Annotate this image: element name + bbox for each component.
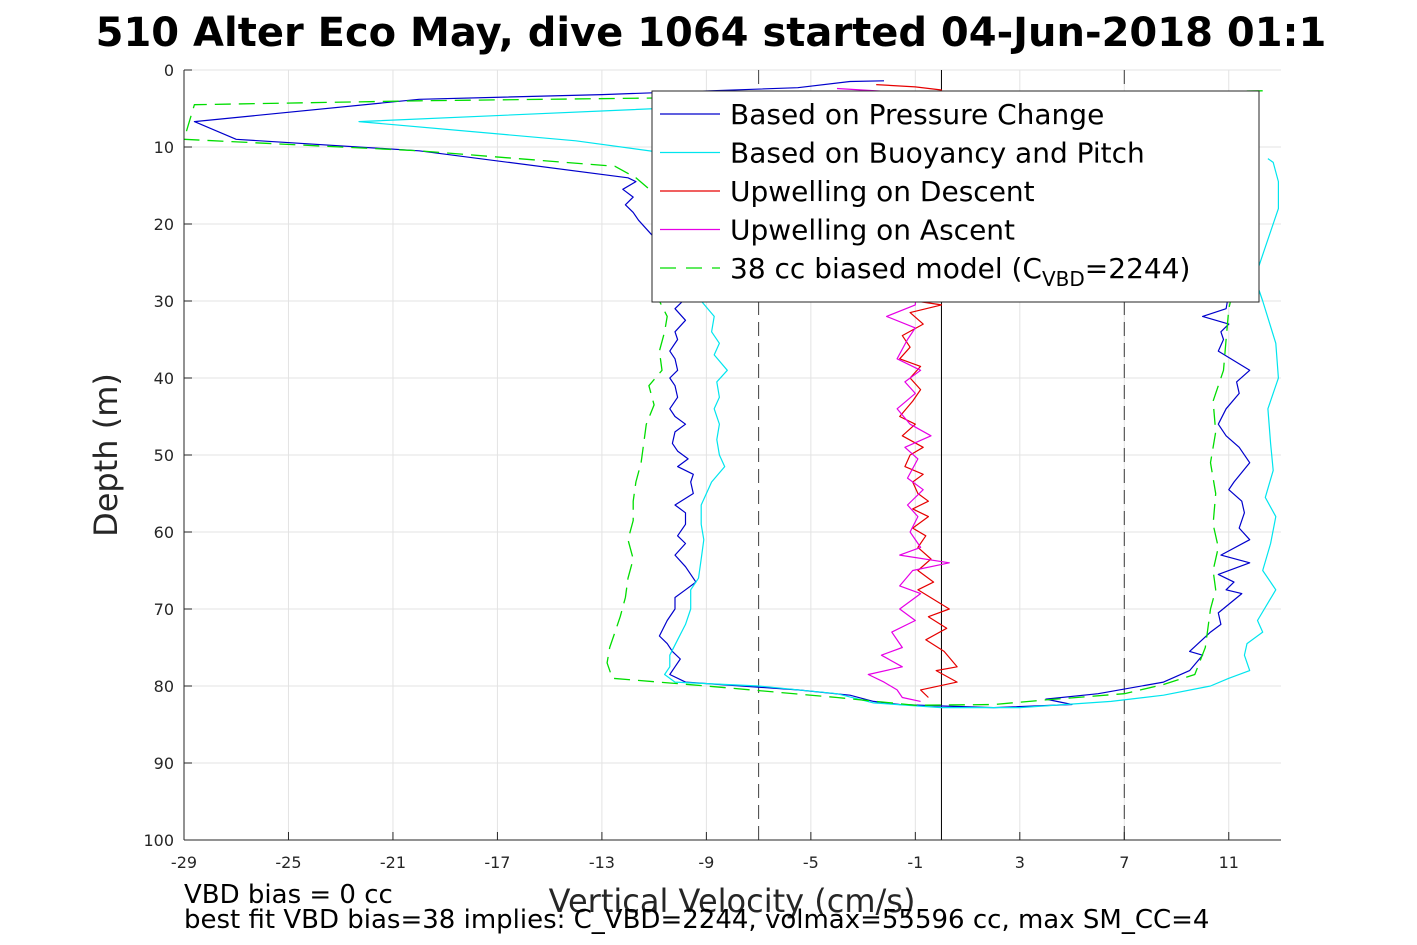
x-tick-label: -9 xyxy=(698,853,714,872)
x-tick-label: 11 xyxy=(1219,853,1239,872)
series-line-4 xyxy=(836,87,950,702)
legend-entry: Upwelling on Descent xyxy=(730,175,1035,208)
y-axis-ticks: 0 10 20 30 40 50 60 70 80 90 100 xyxy=(143,61,192,850)
legend-entry: Upwelling on Ascent xyxy=(730,214,1015,247)
y-tick-label: 70 xyxy=(154,600,174,619)
x-axis-ticks: -29 -25 -21 -17 -13 -9 -5 -1 3 7 11 xyxy=(171,832,1239,872)
legend-entry: Based on Pressure Change xyxy=(730,98,1104,131)
y-tick-label: 40 xyxy=(154,369,174,388)
y-tick-label: 20 xyxy=(154,215,174,234)
series-line-5 xyxy=(184,90,1263,706)
x-tick-label: 3 xyxy=(1015,853,1025,872)
legend-entry: 38 cc biased model (CVBD=2244) xyxy=(730,252,1190,291)
x-tick-label: -17 xyxy=(484,853,510,872)
y-tick-label: 10 xyxy=(154,138,174,157)
y-tick-label: 80 xyxy=(154,677,174,696)
footnote-vbd-bias: VBD bias = 0 cc xyxy=(184,880,393,910)
footnote-best-fit: best fit VBD bias=38 implies: C_VBD=2244… xyxy=(184,905,1209,935)
legend: Based on Pressure Change Based on Buoyanc… xyxy=(651,90,1260,303)
legend-entry: Based on Buoyancy and Pitch xyxy=(730,137,1145,170)
x-tick-label: -21 xyxy=(380,853,406,872)
y-tick-label: 60 xyxy=(154,523,174,542)
x-tick-label: -1 xyxy=(907,853,923,872)
y-tick-label: 50 xyxy=(154,446,174,465)
y-tick-label: 30 xyxy=(154,292,174,311)
x-tick-label: -13 xyxy=(589,853,615,872)
y-axis-label: Depth (m) xyxy=(87,373,125,537)
series-line-2 xyxy=(358,91,1280,709)
chart-title: 510 Alter Eco May, dive 1064 started 04-… xyxy=(96,10,1327,56)
y-tick-label: 0 xyxy=(164,61,174,80)
x-tick-label: -25 xyxy=(275,853,301,872)
y-tick-label: 90 xyxy=(154,754,174,773)
x-tick-label: 7 xyxy=(1119,853,1129,872)
y-tick-label: 100 xyxy=(143,831,174,850)
x-axis-label: Vertical Velocity (cm/s) xyxy=(549,882,916,920)
x-tick-label: -29 xyxy=(171,853,197,872)
x-tick-label: -5 xyxy=(803,853,819,872)
